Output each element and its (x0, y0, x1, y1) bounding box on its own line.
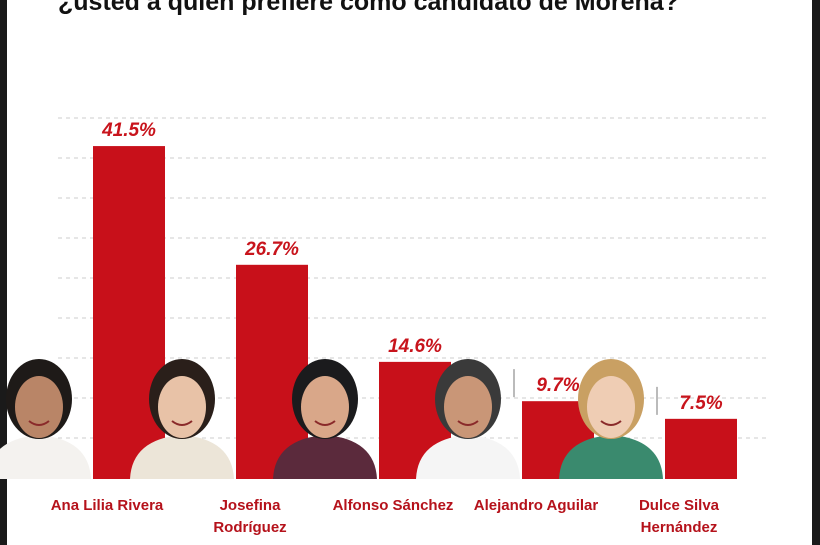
photo-torso (416, 435, 520, 479)
category-label: Hernández (641, 519, 718, 536)
bars (93, 146, 737, 480)
photo-face (587, 376, 635, 438)
frame-right-border (812, 0, 820, 545)
bar (665, 418, 737, 479)
photo-smile (600, 420, 622, 426)
photo-face (301, 376, 349, 438)
chart-title: ¿usted a quién prefiere como candidato d… (58, 0, 679, 16)
photo-torso (130, 435, 234, 479)
photo-torso (273, 435, 377, 479)
photo-torso (0, 435, 91, 479)
gridlines (58, 117, 770, 439)
frame-left-border (0, 0, 7, 545)
candidate-photo (130, 359, 234, 479)
photo-smile (457, 420, 479, 426)
photo-smile (28, 420, 50, 426)
bar-value-label: 41.5% (101, 120, 156, 141)
candidate-photo (0, 359, 91, 479)
category-label: Dulce Silva (639, 497, 720, 514)
photo-face (444, 376, 492, 438)
category-label: Rodríguez (213, 519, 286, 536)
candidate-photo (416, 359, 520, 479)
photo-face (15, 376, 63, 438)
category-label: Alfonso Sánchez (333, 497, 454, 514)
bar (93, 146, 165, 480)
photo-smile (314, 420, 336, 426)
candidate-photo (559, 359, 663, 479)
bar-value-label: 9.7% (536, 375, 579, 396)
photo-torso (559, 435, 663, 479)
category-label: Josefina (220, 497, 282, 514)
category-label: Ana Lilia Rivera (51, 497, 164, 514)
photo-smile (171, 420, 193, 426)
value-labels: 41.5% 26.7% 14.6% 9.7% 7.5% (101, 120, 723, 415)
candidate-photo (273, 359, 377, 479)
bar-value-label: 26.7% (244, 239, 299, 260)
candidate-photos (0, 359, 663, 479)
bar-value-label: 14.6% (388, 336, 442, 357)
bar-value-label: 7.5% (679, 393, 722, 414)
category-label: Alejandro Aguilar (474, 497, 599, 514)
photo-face (158, 376, 206, 438)
category-labels: Ana Lilia Rivera Josefina Rodríguez Alfonso… (51, 497, 720, 536)
